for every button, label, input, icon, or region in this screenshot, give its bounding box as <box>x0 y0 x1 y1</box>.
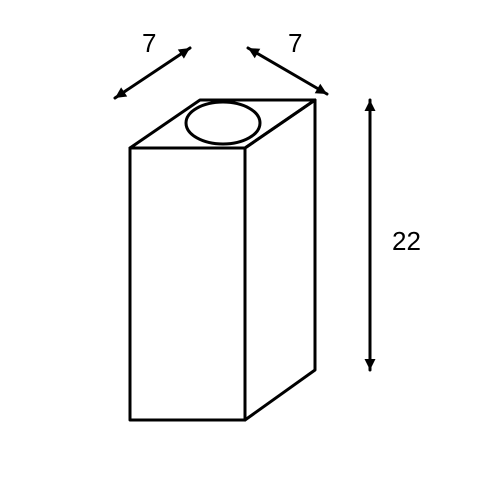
width-label: 7 <box>142 28 156 59</box>
depth-label: 7 <box>288 28 302 59</box>
height-label: 22 <box>392 226 421 257</box>
dimension-diagram: 7 7 22 <box>0 0 500 500</box>
diagram-svg <box>0 0 500 500</box>
